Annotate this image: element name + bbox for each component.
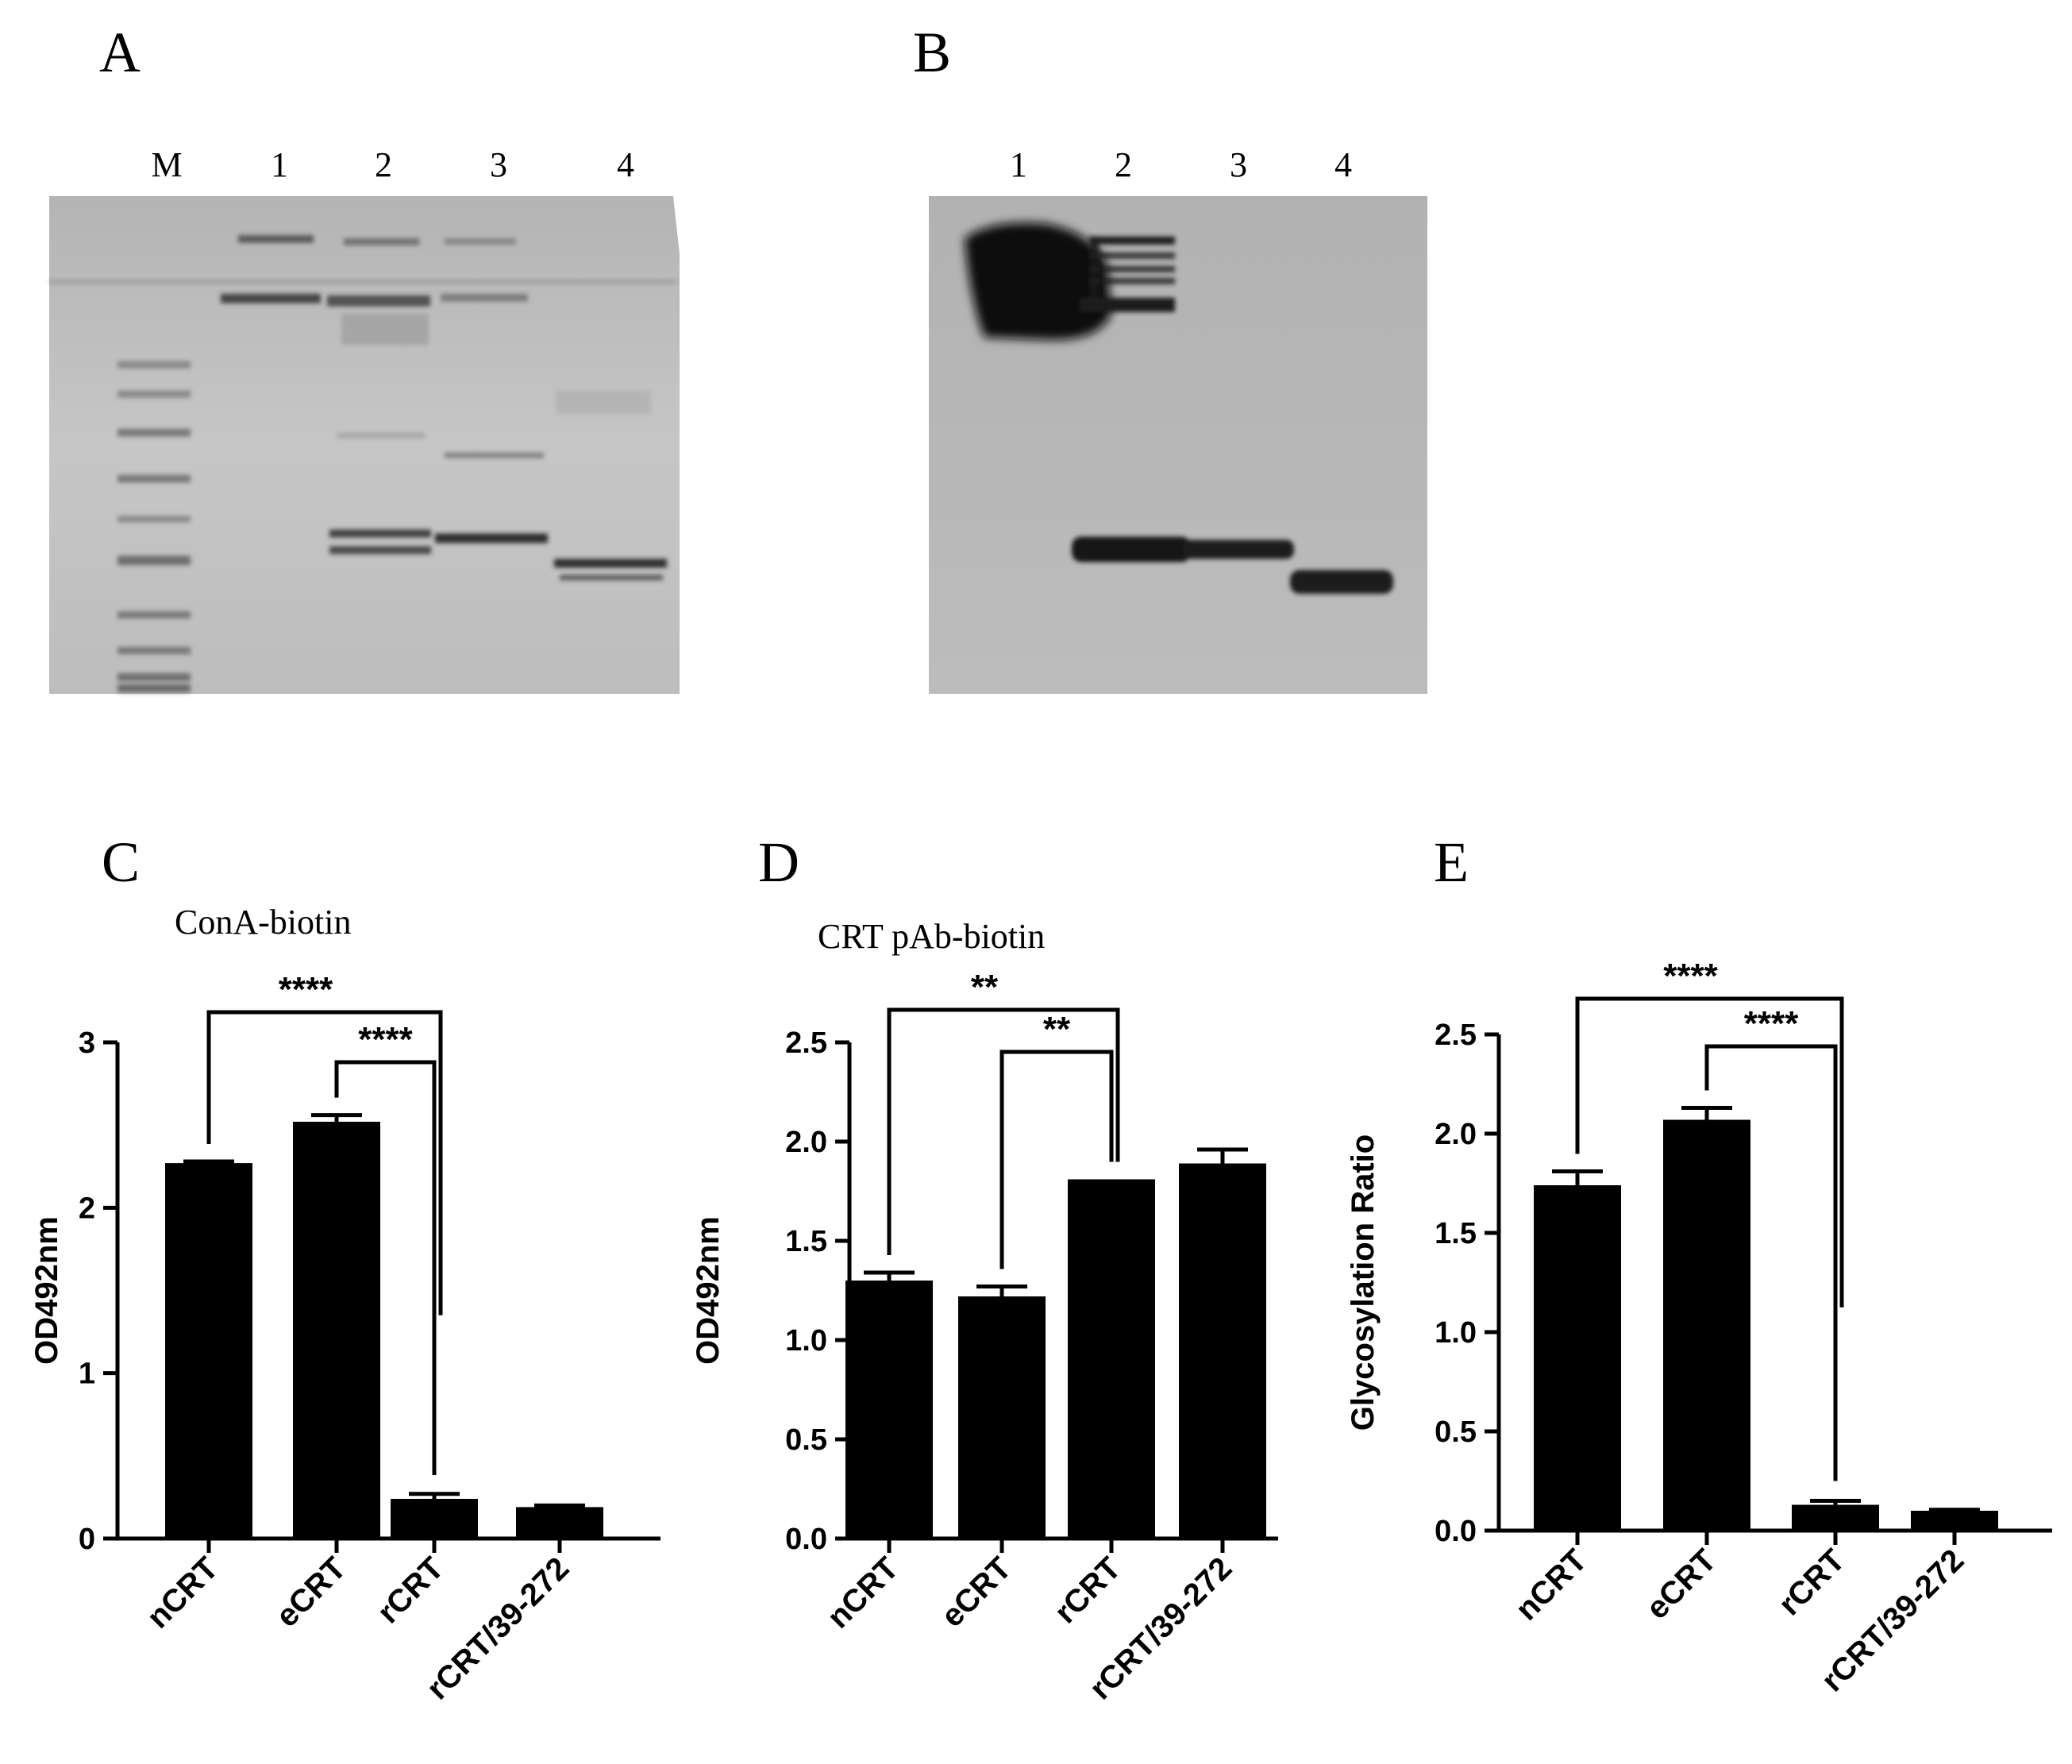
- chart-e: E Glycosylation Ratio 0.0 0.5 1.0 1.5 2.0 2.5 nC…: [1346, 830, 2052, 1698]
- y-tick-label: 1.0: [1435, 1316, 1477, 1350]
- lane-label-1: 1: [271, 145, 288, 184]
- x-tick-label: nCRT: [1509, 1543, 1594, 1627]
- significance-label: ****: [1663, 957, 1718, 996]
- gel-image-a: [49, 196, 680, 694]
- bar-ncrt: [165, 1163, 252, 1539]
- y-tick-label: 1: [79, 1358, 95, 1391]
- panel-letter-a: A: [99, 21, 141, 84]
- significance-label: **: [971, 968, 999, 1007]
- bar-rcrt: [391, 1499, 478, 1539]
- y-tick-label: 0.0: [1435, 1515, 1477, 1548]
- panel-a: A M 1 2 3 4: [49, 21, 680, 694]
- significance-bracket: [1704, 1044, 1838, 1481]
- panel-letter-b: B: [913, 21, 951, 84]
- significance-label: ****: [1744, 1004, 1799, 1043]
- significance-bracket: [1575, 996, 1844, 1308]
- y-tick-label: 3: [79, 1026, 95, 1060]
- significance-bracket: [334, 1060, 437, 1475]
- bar-ncrt: [845, 1281, 933, 1539]
- y-tick-label: 1.5: [785, 1225, 827, 1258]
- significance-bracket: [206, 1010, 443, 1315]
- y-tick-label: 2: [79, 1192, 95, 1225]
- x-tick-label: rCRT: [371, 1550, 450, 1630]
- y-tick-label: 1.0: [785, 1324, 827, 1358]
- bar-ecrt: [958, 1296, 1046, 1539]
- significance-bracket: [999, 1050, 1114, 1269]
- panel-letter-d: D: [758, 830, 799, 894]
- bar-ncrt: [1534, 1185, 1621, 1531]
- significance-bracket: [887, 1007, 1120, 1255]
- lane-label-m: M: [151, 145, 182, 184]
- lane-label-b2: 2: [1115, 145, 1132, 184]
- panel-b: B 1 2 3 4: [913, 21, 1427, 694]
- y-tick-label: 0: [79, 1523, 95, 1556]
- y-tick-label: 2.5: [785, 1026, 827, 1060]
- bar-ecrt: [1663, 1119, 1750, 1531]
- panel-letter-e: E: [1434, 830, 1469, 894]
- lane-label-b1: 1: [1010, 145, 1027, 184]
- y-tick-label: 2.0: [1435, 1118, 1477, 1151]
- bar-rcrt-39-272: [1179, 1163, 1266, 1539]
- x-tick-label: eCRT: [269, 1550, 352, 1634]
- y-tick-label: 2.0: [785, 1126, 827, 1159]
- x-tick-label: eCRT: [1639, 1543, 1723, 1626]
- bar-ecrt: [293, 1122, 380, 1539]
- bar-rcrt-39-272: [516, 1507, 603, 1539]
- lane-label-b3: 3: [1230, 145, 1247, 184]
- y-tick-label: 0.5: [785, 1423, 827, 1457]
- y-axis-title: OD492nm: [29, 1216, 64, 1365]
- panel-letter-c: C: [102, 830, 140, 894]
- x-tick-label: nCRT: [141, 1550, 225, 1635]
- lane-label-4: 4: [617, 145, 634, 184]
- x-tick-label: rCRT: [1048, 1550, 1127, 1630]
- chart-title: ConA-biotin: [175, 903, 351, 942]
- y-axis-title: OD492nm: [691, 1216, 726, 1365]
- bar-rcrt-39-272: [1911, 1511, 1998, 1531]
- lane-label-b4: 4: [1334, 145, 1352, 184]
- significance-label: ****: [279, 970, 333, 1009]
- chart-title: CRT pAb-biotin: [818, 917, 1045, 956]
- y-axis-title: Glycosylation Ratio: [1346, 1134, 1381, 1431]
- y-tick-label: 1.5: [1435, 1217, 1477, 1250]
- blot-image-b: [929, 196, 1427, 694]
- significance-label: **: [1043, 1010, 1071, 1049]
- x-tick-label: eCRT: [934, 1550, 1018, 1634]
- bar-rcrt: [1068, 1179, 1155, 1539]
- y-tick-label: 2.5: [1435, 1019, 1477, 1052]
- lane-label-2: 2: [375, 145, 392, 184]
- y-tick-label: 0.0: [785, 1523, 827, 1556]
- y-tick-label: 0.5: [1435, 1415, 1477, 1449]
- x-tick-label: rCRT: [1772, 1543, 1851, 1622]
- significance-label: ****: [358, 1020, 413, 1059]
- chart-d: D CRT pAb-biotin OD492nm 0.0 0.5 1.0 1.5 2.0 2.5…: [691, 830, 1278, 1706]
- bar-rcrt: [1792, 1504, 1879, 1531]
- x-tick-label: nCRT: [821, 1550, 906, 1635]
- lane-label-3: 3: [490, 145, 507, 184]
